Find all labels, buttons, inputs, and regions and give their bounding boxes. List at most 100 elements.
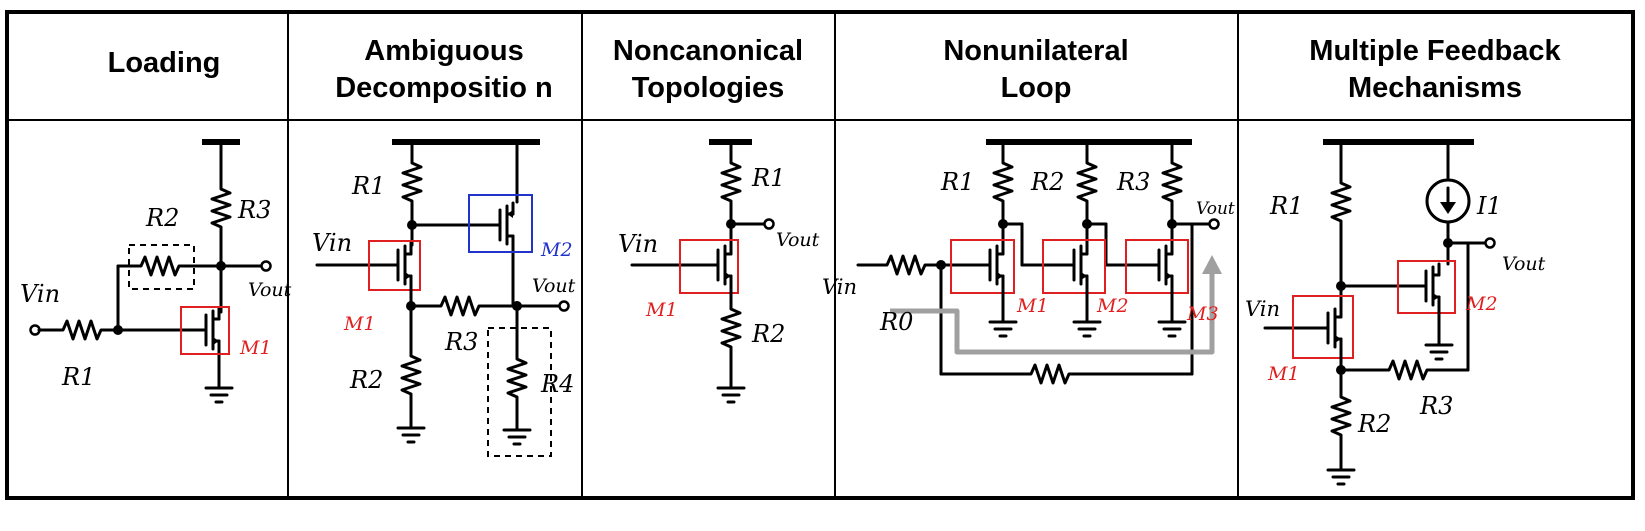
label-r2: R2 (751, 320, 785, 348)
current-arrow-icon (1440, 202, 1456, 214)
resistor-r3 (428, 295, 492, 317)
label-m1: M1 (1016, 295, 1049, 317)
resistor-r1 (720, 150, 742, 214)
m1-highlight-box (950, 239, 1015, 294)
header-ambiguous-decomposition: Ambiguous Decompositio n (335, 35, 553, 104)
resistor-r1 (992, 150, 1014, 214)
transistor-m1 (384, 241, 413, 289)
label-vout: Vout (532, 275, 576, 297)
circuit-nonunilateral-loop: Vin R0 R1 R2 R3 Vout M1 M2 M3 (822, 139, 1235, 385)
label-r4: R4 (540, 370, 574, 398)
header-line: Ambiguous (364, 35, 524, 67)
m1-highlight-box (1292, 295, 1354, 359)
resistor-r3 (1376, 359, 1440, 381)
label-r1: R1 (751, 164, 785, 192)
resistor-r2 (1076, 150, 1098, 214)
output-terminal (1484, 237, 1496, 249)
m3-highlight-box (1125, 239, 1189, 294)
transistor-m1 (192, 306, 221, 354)
transistor-m3 (1145, 241, 1174, 289)
m1-highlight-box (180, 306, 230, 355)
ground-symbol (1424, 331, 1454, 361)
resistor-r0 (874, 254, 938, 276)
header-line: Loading (108, 47, 221, 79)
label-r1: R1 (940, 168, 974, 196)
circuit-multiple-feedback-mechanisms: Vin R1 R2 R3 I1 Vout M1 M2 (1245, 139, 1546, 486)
resistor-r1 (50, 319, 114, 341)
transistor-m2 (1412, 262, 1441, 310)
loop-arrow (890, 270, 1215, 355)
resistor-r1 (1330, 170, 1352, 234)
label-m2: M2 (1465, 293, 1498, 315)
resistor-r2 (400, 343, 422, 407)
transistor-m1 (704, 241, 733, 289)
output-terminal (1208, 218, 1220, 230)
output-terminal (558, 300, 570, 312)
label-m1: M1 (343, 313, 376, 335)
header-multiple-feedback-mechanisms: Multiple Feedback Mechanisms (1309, 35, 1561, 104)
ground-symbol (204, 374, 234, 404)
loading-highlight-box (487, 327, 552, 457)
header-noncanonical-topologies: Noncanonical Topologies (613, 35, 803, 104)
ground-symbol (1326, 456, 1356, 486)
transistor-m2 (1060, 241, 1089, 289)
ground-symbol (988, 308, 1018, 338)
ground-symbol (1157, 308, 1187, 338)
resistor-r2 (1330, 384, 1352, 448)
output-terminal (763, 218, 775, 230)
resistor-r3 (1161, 150, 1183, 214)
label-vin: Vin (20, 280, 60, 308)
label-r1: R1 (61, 363, 95, 391)
label-m3: M3 (1186, 303, 1219, 325)
label-m1: M1 (1267, 363, 1300, 385)
ground-symbol (716, 374, 746, 404)
label-vout: Vout (776, 229, 820, 251)
label-vout: Vout (248, 279, 292, 301)
transistor-m2 (486, 201, 515, 249)
circuit-ambiguous-decomposition: Vin R1 R2 R3 R4 Vout M1 M2 (312, 139, 576, 457)
label-r3: R3 (237, 196, 271, 224)
header-line: Mechanisms (1348, 72, 1522, 104)
ground-symbol (502, 416, 532, 446)
m2-highlight-box (468, 194, 533, 253)
label-r2: R2 (145, 204, 179, 232)
label-i1: I1 (1476, 192, 1502, 220)
m2-highlight-box (1042, 239, 1106, 294)
label-r0: R0 (879, 308, 913, 336)
figure-frame (5, 10, 1635, 500)
label-vin: Vin (1245, 297, 1280, 321)
circuit-loading: Vin R1 R2 R3 Vout M1 (20, 139, 292, 404)
label-m2: M2 (540, 239, 573, 261)
header-line: Noncanonical (613, 35, 803, 67)
transistor-m1 (976, 241, 1005, 289)
circuit-noncanonical-topologies: Vin R1 R2 Vout M1 (618, 139, 820, 404)
label-r3: R3 (1116, 168, 1150, 196)
label-vin: Vin (312, 229, 352, 257)
resistor-r3 (210, 176, 232, 240)
resistor-r2 (720, 296, 742, 360)
label-r2: R2 (349, 366, 383, 394)
m2-highlight-box (1397, 260, 1456, 314)
transistor-m1 (1314, 304, 1343, 352)
label-m1: M1 (645, 299, 678, 321)
resistor-r4 (506, 346, 528, 410)
label-r2: R2 (1030, 168, 1064, 196)
header-line: Nonunilateral (943, 35, 1128, 67)
label-vout: Vout (1502, 253, 1546, 275)
label-vin: Vin (618, 230, 658, 258)
header-line: Topologies (632, 72, 785, 104)
header-nonunilateral-loop: Nonunilateral Loop (943, 35, 1128, 104)
header-line: Decompositio n (335, 72, 553, 104)
label-r3: R3 (444, 328, 478, 356)
label-r1: R1 (351, 172, 385, 200)
ground-symbol (396, 414, 426, 444)
m1-highlight-box (368, 240, 421, 291)
output-terminal (260, 260, 272, 272)
label-r3: R3 (1419, 392, 1453, 420)
loop-arrowhead (1202, 255, 1222, 274)
label-m1: M1 (239, 337, 272, 359)
resistor-feedback (1018, 363, 1082, 385)
header-loading: Loading (108, 47, 221, 79)
header-line: Loop (1001, 72, 1072, 104)
